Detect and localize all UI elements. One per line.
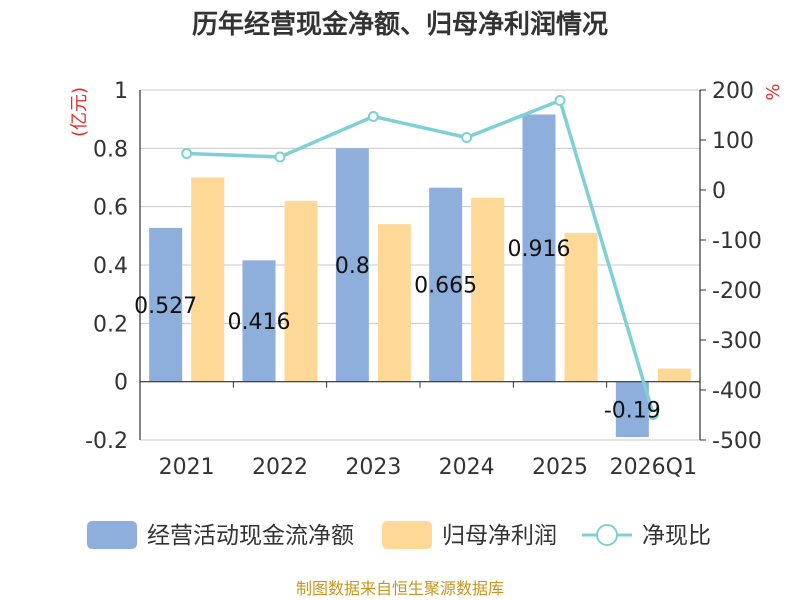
cashflow-data-label: 0.416 [228, 310, 291, 335]
right-tick-label: -100 [712, 229, 762, 254]
ratio-point [647, 409, 659, 420]
ratio-point [274, 151, 286, 163]
right-tick-label: 100 [712, 129, 754, 154]
profit-bar [377, 224, 411, 382]
ratio-point [181, 148, 193, 159]
profit-bar [564, 232, 598, 382]
ratio-line [186, 98, 656, 415]
axes: 1 0.8 0.6 0.4 0.2 0 -0.2 200 100 0 -100 -200 -300 -40… [69, 79, 784, 480]
right-tick-label: -400 [712, 379, 762, 404]
left-axis-unit: (亿元) [69, 87, 90, 137]
x-tick-label: 2023 [345, 455, 401, 480]
legend: 经营活动现金流净额 归母净利润 净现比 [87, 521, 711, 549]
left-tick-label: 0 [114, 371, 128, 396]
cashflow-bar [615, 381, 649, 438]
ratio-point [461, 132, 473, 143]
cashflow-bar [335, 148, 369, 382]
ratio-point [367, 111, 379, 122]
left-tick-label: -0.2 [85, 429, 128, 454]
cashflow-bar [242, 260, 276, 382]
data-labels: 0.527 0.416 0.8 0.665 0.916 -0.19 [134, 237, 661, 423]
cashflow-data-label: 0.916 [508, 237, 571, 262]
profit-bar [191, 177, 225, 382]
ratio-point [554, 95, 566, 106]
line-series [181, 95, 659, 420]
chart-title: 历年经营现金净额、归母净利润情况 [192, 9, 608, 40]
legend-swatch-profit [382, 521, 432, 549]
cashflow-bar [429, 187, 463, 382]
x-tick-label: 2025 [532, 455, 588, 480]
cashflow-data-label: 0.665 [414, 274, 477, 299]
legend-swatch-cashflow [87, 521, 137, 549]
right-tick-label: -200 [712, 279, 762, 304]
left-tick-label: 0.4 [93, 254, 128, 279]
left-tick-label: 0.8 [93, 137, 128, 162]
cashflow-data-label: 0.8 [335, 254, 370, 279]
right-tick-label: 200 [712, 79, 754, 104]
cashflow-bar [522, 114, 556, 382]
right-tick-label: -500 [712, 429, 762, 454]
left-tick-label: 1 [114, 79, 128, 104]
legend-label-ratio: 净现比 [642, 523, 711, 549]
cashflow-bar [149, 227, 183, 382]
profit-bar [284, 200, 318, 382]
left-tick-label: 0.6 [93, 196, 128, 221]
right-axis-unit: % [763, 83, 784, 100]
profit-bar [657, 368, 691, 382]
right-tick-label: 0 [712, 179, 726, 204]
x-tick-label: 2022 [252, 455, 308, 480]
bar-series [149, 114, 691, 438]
x-tick-label: 2021 [159, 455, 215, 480]
right-tick-label: -300 [712, 329, 762, 354]
source-note: 制图数据来自恒生聚源数据库 [296, 579, 504, 598]
legend-label-cashflow: 经营活动现金流净额 [147, 523, 354, 549]
cashflow-data-label: -0.19 [604, 398, 661, 423]
x-tick-label: 2024 [439, 455, 495, 480]
legend-swatch-ratio-marker [596, 524, 618, 546]
legend-label-profit: 归母净利润 [442, 523, 557, 549]
profit-bar [471, 197, 505, 382]
x-tick-label: 2026Q1 [610, 455, 697, 480]
left-tick-label: 0.2 [93, 312, 128, 337]
cashflow-data-label: 0.527 [134, 294, 197, 319]
